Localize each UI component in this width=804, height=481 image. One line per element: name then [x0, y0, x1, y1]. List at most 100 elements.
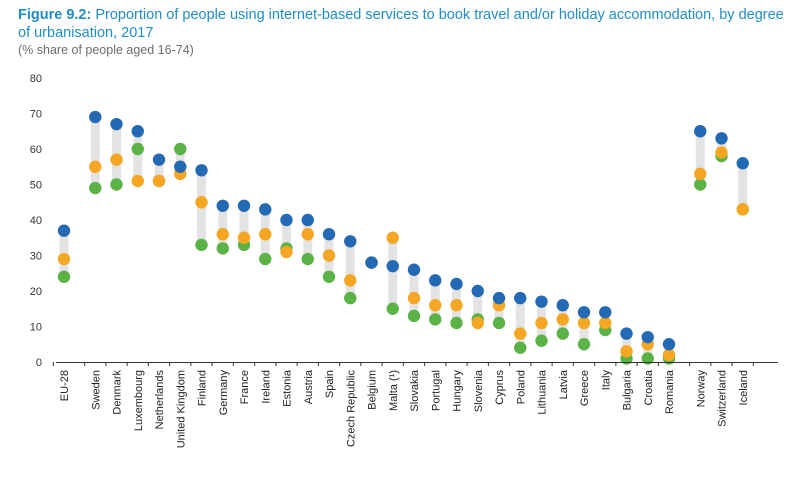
- blue-point: [386, 259, 399, 273]
- orange-point: [715, 146, 728, 159]
- orange-point: [429, 299, 442, 312]
- x-category-label: EU-28: [59, 370, 71, 401]
- x-category-label: Norway: [695, 370, 707, 408]
- figure-title: Proportion of people using internet-base…: [18, 7, 784, 41]
- green-point: [131, 142, 144, 156]
- orange-point: [344, 274, 357, 287]
- green-point: [492, 316, 506, 330]
- orange-point: [577, 316, 591, 330]
- green-point: [694, 178, 707, 191]
- blue-point: [57, 224, 71, 237]
- orange-point: [407, 291, 421, 305]
- chart-subtitle: (% share of people aged 16-74): [18, 43, 194, 57]
- y-tick-label: 30: [30, 251, 42, 263]
- green-point: [641, 352, 654, 365]
- blue-point: [152, 153, 166, 166]
- x-category-label: Hungary: [452, 370, 464, 412]
- x-category-label: Estonia: [282, 369, 294, 407]
- x-category-label: Latvia: [558, 369, 570, 399]
- blue-point: [407, 263, 421, 276]
- figure-label: Figure 9.2:: [18, 7, 92, 23]
- x-category-label: Denmark: [112, 370, 124, 415]
- x-category-label: Switzerland: [717, 370, 729, 427]
- x-category-label: Cyprus: [494, 370, 506, 405]
- orange-point: [599, 316, 612, 330]
- green-point: [344, 291, 357, 305]
- blue-point: [259, 203, 272, 216]
- orange-point: [259, 228, 272, 241]
- orange-point: [450, 299, 463, 312]
- blue-point: [662, 338, 676, 351]
- blue-point: [195, 164, 208, 177]
- x-category-label: Netherlands: [154, 370, 166, 430]
- blue-point: [237, 199, 251, 212]
- orange-point: [386, 231, 399, 244]
- blue-point: [365, 256, 378, 269]
- y-tick-label: 20: [30, 286, 42, 298]
- x-category-label: Italy: [600, 370, 612, 391]
- x-category-label: Czech Republic: [345, 370, 357, 448]
- y-tick-label: 40: [30, 215, 42, 227]
- blue-point: [514, 291, 527, 305]
- x-category-label: Poland: [515, 370, 527, 404]
- x-category-label: Luxembourg: [133, 370, 145, 431]
- blue-point: [715, 132, 728, 145]
- chart-title: Figure 9.2: Proportion of people using i…: [18, 6, 788, 42]
- x-category-label: Slovakia: [409, 369, 421, 411]
- orange-point: [301, 228, 314, 241]
- y-tick-label: 50: [30, 180, 42, 192]
- x-category-label: Lithuania: [537, 369, 549, 415]
- x-category-label: France: [239, 370, 251, 404]
- orange-point: [322, 249, 336, 262]
- blue-point: [89, 110, 102, 124]
- green-point: [556, 327, 569, 340]
- orange-point: [89, 160, 102, 173]
- blue-point: [620, 327, 633, 340]
- green-point: [577, 338, 591, 351]
- blue-point: [599, 306, 612, 319]
- orange-point: [237, 231, 251, 244]
- x-category-label: Croatia: [643, 369, 655, 405]
- blue-point: [641, 330, 654, 344]
- orange-point: [216, 228, 229, 241]
- x-category-label: Greece: [579, 370, 591, 406]
- green-point: [57, 270, 71, 283]
- orange-point: [620, 345, 633, 358]
- x-category-label: United Kingdom: [175, 370, 187, 448]
- blue-point: [131, 125, 144, 138]
- x-category-label: Portugal: [430, 370, 442, 411]
- x-category-label: Germany: [218, 370, 230, 416]
- orange-point: [662, 348, 676, 362]
- orange-point: [110, 153, 123, 166]
- blue-point: [694, 125, 707, 138]
- green-point: [407, 309, 421, 323]
- x-category-label: Belgium: [367, 370, 379, 410]
- y-tick-label: 0: [36, 357, 42, 369]
- orange-point: [514, 327, 527, 340]
- x-category-label: Austria: [303, 369, 315, 404]
- orange-point: [195, 196, 208, 209]
- blue-point: [736, 157, 749, 170]
- blue-point: [344, 235, 357, 248]
- x-category-label: Sweden: [90, 370, 102, 410]
- x-category-label: Bulgaria: [622, 369, 634, 410]
- blue-point: [429, 274, 442, 287]
- x-category-label: Romania: [664, 369, 676, 414]
- orange-point: [535, 316, 548, 330]
- orange-point: [131, 174, 144, 188]
- green-point: [216, 242, 229, 255]
- y-tick-label: 70: [30, 109, 42, 121]
- orange-point: [471, 316, 484, 330]
- green-point: [174, 142, 187, 156]
- green-point: [386, 302, 399, 315]
- x-category-label: Malta (¹): [388, 370, 400, 411]
- green-point: [259, 252, 272, 266]
- green-point: [535, 334, 548, 347]
- blue-point: [450, 277, 463, 291]
- green-point: [89, 181, 102, 195]
- orange-point: [280, 245, 293, 259]
- green-point: [195, 238, 208, 252]
- y-tick-label: 10: [30, 322, 42, 334]
- orange-point: [736, 203, 749, 216]
- x-category-label: Ireland: [260, 370, 272, 404]
